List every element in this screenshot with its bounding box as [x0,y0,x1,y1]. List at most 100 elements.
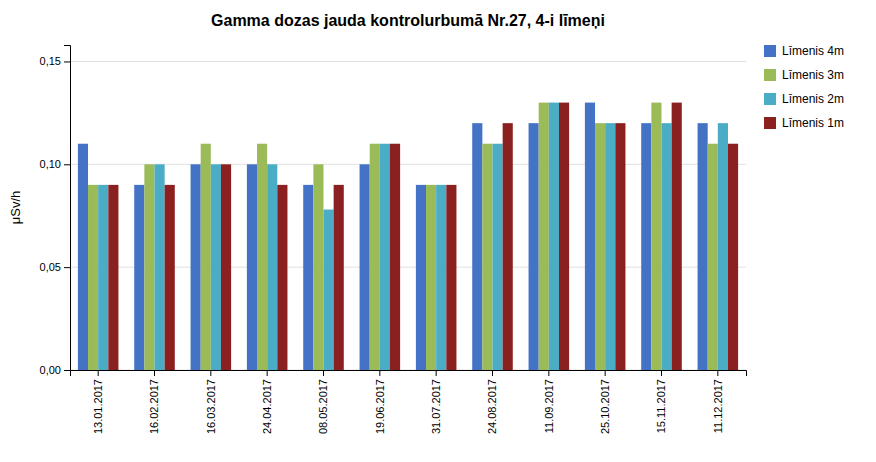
plot-area: 0,00 0,05 0,10 0,15 13.01.2017 16.02.2017 16.0… [40,46,747,435]
axis-line [71,371,747,377]
y-tick: 0,05 [40,261,70,273]
x-tick: 11.09.2017 [543,370,555,433]
tick-label: 11.09.2017 [543,379,555,433]
grid [70,61,746,370]
chart-container: 0,00 0,05 0,10 0,15 13.01.2017 16.02.2017 16.0… [0,0,876,462]
tick-mark [64,164,70,165]
tick-label: 16.02.2017 [148,379,160,434]
bar [698,123,708,370]
tick-mark [267,370,268,376]
bar [221,164,231,370]
bar [360,164,370,370]
legend-swatch [764,69,776,81]
bar [78,144,88,370]
x-tick: 08.05.2017 [317,370,329,434]
bar-series [108,103,738,370]
bar-series [78,103,708,370]
tick-mark [154,370,155,376]
tick-label: 25.10.2017 [599,379,611,434]
bar [324,210,334,370]
x-tick: 25.10.2017 [599,370,611,434]
bar [472,123,482,370]
tick-label: 24.08.2017 [486,379,498,434]
bar [482,144,492,370]
x-tick: 24.04.2017 [261,370,273,434]
tick-label: 31.07.2017 [430,379,442,434]
legend-item: Līmenis 1m [764,116,844,130]
tick-label: 08.05.2017 [317,379,329,434]
y-tick: 0,00 [40,364,70,376]
bar [416,185,426,370]
bars [78,103,738,370]
legend-swatch [764,45,776,57]
bar [718,123,728,370]
bar [370,144,380,370]
bar [144,164,154,370]
legend-item: Līmenis 4m [764,44,844,58]
grid-line [70,61,746,62]
bar [334,185,344,370]
tick-mark [98,370,99,376]
tick-label: 15.11.2017 [655,379,667,433]
bar [390,144,400,370]
y-tick: 0,15 [40,55,70,67]
bar [165,185,175,370]
tick-mark [64,267,70,268]
bar [426,185,436,370]
bar [708,144,718,370]
tick-mark [605,370,606,376]
legend-label: Līmenis 1m [782,116,844,130]
bar [108,185,118,370]
bar [728,144,738,370]
bar [662,123,672,370]
bar [615,123,625,370]
legend-label: Līmenis 2m [782,92,844,106]
tick-label: 19.06.2017 [374,379,386,434]
tick-mark [436,370,437,376]
bar [277,185,287,370]
tick-mark [717,370,718,376]
legend-label: Līmenis 3m [782,68,844,82]
bar [313,164,323,370]
tick-mark [323,370,324,376]
axis-line [64,46,71,371]
x-tick: 11.12.2017 [712,370,724,433]
tick-mark [661,370,662,376]
bar [303,185,313,370]
x-tick: 15.11.2017 [655,370,667,433]
tick-label: 16.03.2017 [205,379,217,434]
x-axis: 13.01.2017 16.02.2017 16.03.2017 24.04.2017… [71,370,747,434]
x-tick: 19.06.2017 [374,370,386,434]
bar [134,185,144,370]
bar [559,103,569,370]
legend: Līmenis 4m Līmenis 3m Līmenis 2m Līmenis 1m [764,44,844,130]
tick-mark [379,370,380,376]
tick-label: 0,15 [40,55,61,67]
bar [88,185,98,370]
legend-label: Līmenis 4m [782,44,844,58]
y-tick: 0,10 [40,158,70,170]
bar [672,103,682,370]
tick-label: 0,10 [40,158,61,170]
bar [651,103,661,370]
bar [201,144,211,370]
bar [529,123,539,370]
x-tick: 16.03.2017 [205,370,217,434]
y-axis: 0,00 0,05 0,10 0,15 [40,46,71,377]
x-tick: 31.07.2017 [430,370,442,434]
tick-mark [492,370,493,376]
bar [595,123,605,370]
x-tick: 24.08.2017 [486,370,498,434]
legend-swatch [764,93,776,105]
tick-mark [210,370,211,376]
bar [605,123,615,370]
bar-series [88,103,718,370]
tick-mark [548,370,549,376]
title: Gamma dozas jauda kontrolurbumā Nr.27, 4… [211,12,605,29]
tick-label: 13.01.2017 [92,379,104,434]
x-tick: 16.02.2017 [148,370,160,434]
bar [539,103,549,370]
x-tick: 13.01.2017 [92,370,104,434]
bar [446,185,456,370]
bar [436,185,446,370]
